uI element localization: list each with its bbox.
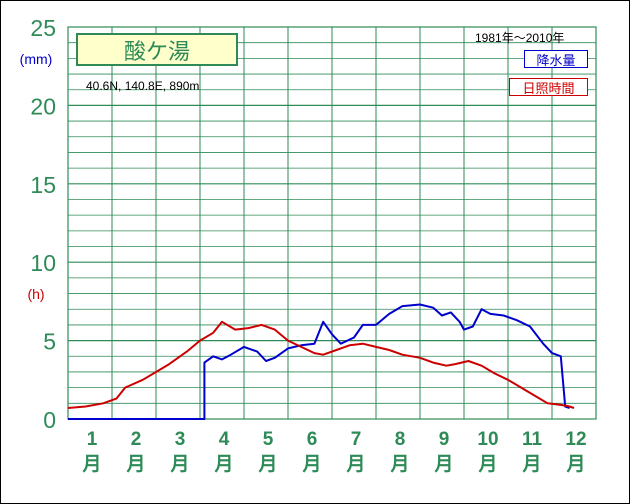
month-char-label: 月 — [125, 453, 145, 475]
month-char-label: 月 — [81, 453, 101, 475]
month-char-label: 月 — [169, 453, 189, 475]
y-unit-sunshine: (h) — [27, 286, 44, 302]
period-label: 1981年〜2010年 — [475, 31, 565, 45]
month-char-label: 月 — [521, 453, 541, 475]
month-char-label: 月 — [345, 453, 365, 475]
y-unit-precip: (mm) — [20, 51, 53, 67]
y-tick-label: 25 — [30, 15, 56, 41]
y-tick-label: 20 — [30, 93, 56, 119]
month-char-label: 月 — [433, 453, 453, 475]
legend-sunshine: 日照時間 — [509, 78, 588, 97]
month-number-label: 11 — [522, 429, 543, 450]
month-number-label: 12 — [565, 429, 586, 450]
y-tick-label: 5 — [43, 329, 56, 355]
month-number-label: 5 — [263, 429, 274, 450]
month-char-label: 月 — [389, 453, 409, 475]
month-number-label: 3 — [175, 429, 186, 450]
month-char-label: 月 — [213, 453, 233, 475]
month-number-label: 1 — [87, 429, 98, 450]
y-tick-label: 0 — [43, 407, 56, 433]
station-location: 40.6N, 140.8E, 890m — [86, 79, 200, 93]
month-number-label: 2 — [131, 429, 142, 450]
month-char-label: 月 — [565, 453, 585, 475]
month-number-label: 4 — [219, 429, 230, 450]
precipitation-line — [68, 303, 570, 420]
month-number-label: 10 — [477, 429, 498, 450]
y-tick-label: 15 — [30, 172, 56, 198]
sunshine-line — [67, 320, 575, 409]
month-number-label: 7 — [351, 429, 362, 450]
month-number-label: 9 — [439, 429, 450, 450]
month-number-label: 8 — [395, 429, 406, 450]
month-char-label: 月 — [477, 453, 497, 475]
month-number-label: 6 — [307, 429, 318, 450]
month-char-label: 月 — [257, 453, 277, 475]
month-char-label: 月 — [301, 453, 321, 475]
y-tick-label: 10 — [30, 250, 56, 276]
legend-precipitation: 降水量 — [524, 50, 588, 69]
station-title: 酸ケ湯 — [76, 33, 238, 66]
